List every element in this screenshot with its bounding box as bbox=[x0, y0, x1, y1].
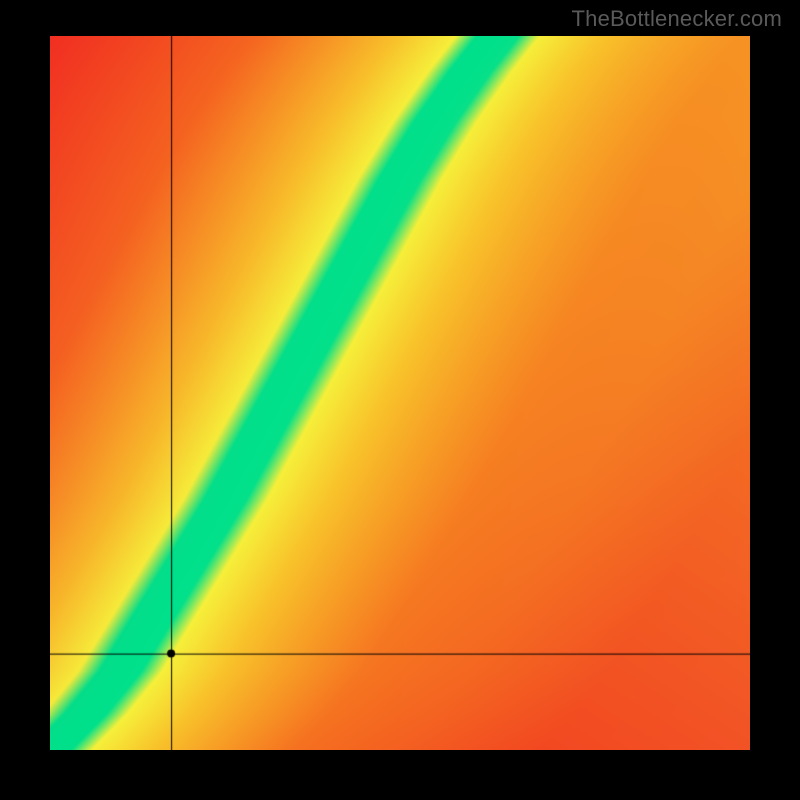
figure-container: TheBottlenecker.com bbox=[0, 0, 800, 800]
heatmap-plot bbox=[50, 36, 750, 750]
heatmap-canvas bbox=[50, 36, 750, 750]
watermark-label: TheBottlenecker.com bbox=[572, 6, 782, 32]
